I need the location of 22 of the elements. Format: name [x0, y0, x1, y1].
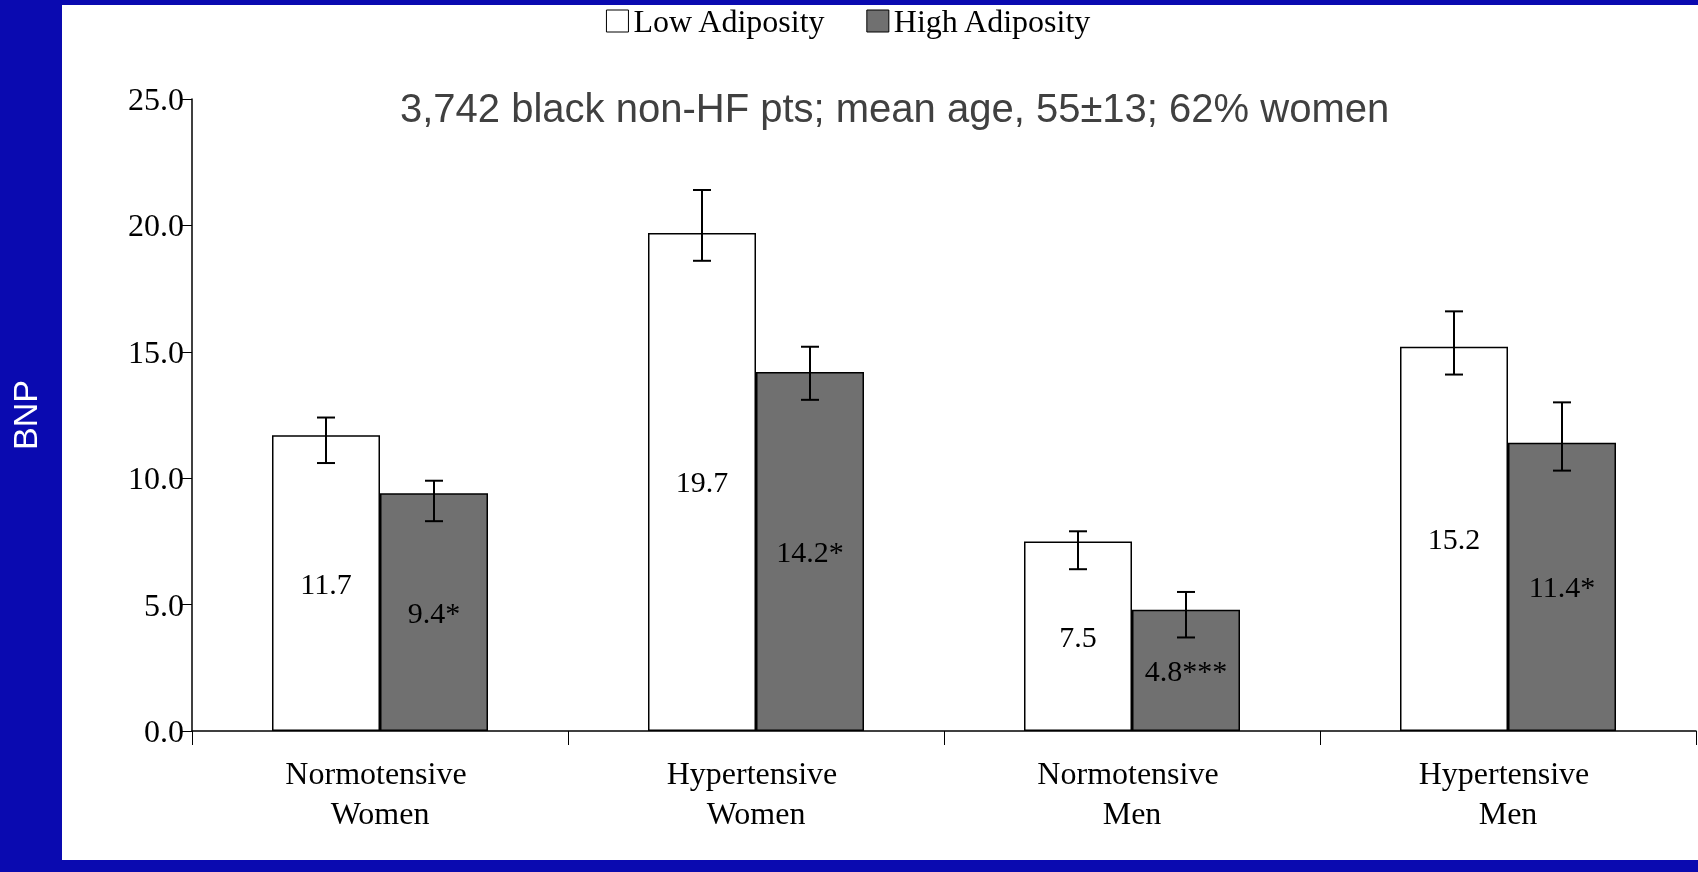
x-tick-label: Normotensive Men: [1037, 755, 1227, 831]
y-tick-label: 5.0: [144, 586, 184, 623]
x-tick-label: Hypertensive Women: [666, 755, 846, 831]
data-label: 4.8***: [1144, 653, 1228, 687]
data-label: 14.2*: [776, 535, 844, 569]
y-tick-label: 10.0: [128, 460, 184, 497]
data-label: 9.4*: [407, 595, 461, 629]
x-tick-label: Normotensive Women: [285, 755, 475, 831]
x-tick-label: Hypertensive Men: [1418, 755, 1598, 831]
annotation: 3,742 black non-HF pts; mean age, 55±13; 62% women: [400, 86, 1390, 130]
data-label: 7.5: [1059, 619, 1097, 653]
data-label: 11.4*: [1528, 570, 1596, 604]
y-tick-label: 25.0: [128, 81, 184, 117]
legend-label: High Adiposity: [893, 3, 1091, 39]
data-label: 15.2: [1427, 522, 1481, 556]
legend-label: Low Adiposity: [633, 3, 825, 39]
data-label: 19.7: [675, 465, 729, 499]
y-tick-label: 20.0: [128, 207, 184, 244]
y-tick-label: 0.0: [144, 713, 184, 749]
y-tick-label: 15.0: [128, 333, 184, 370]
data-label: 11.7: [300, 566, 352, 600]
y-axis-title: BNP: [6, 380, 44, 450]
